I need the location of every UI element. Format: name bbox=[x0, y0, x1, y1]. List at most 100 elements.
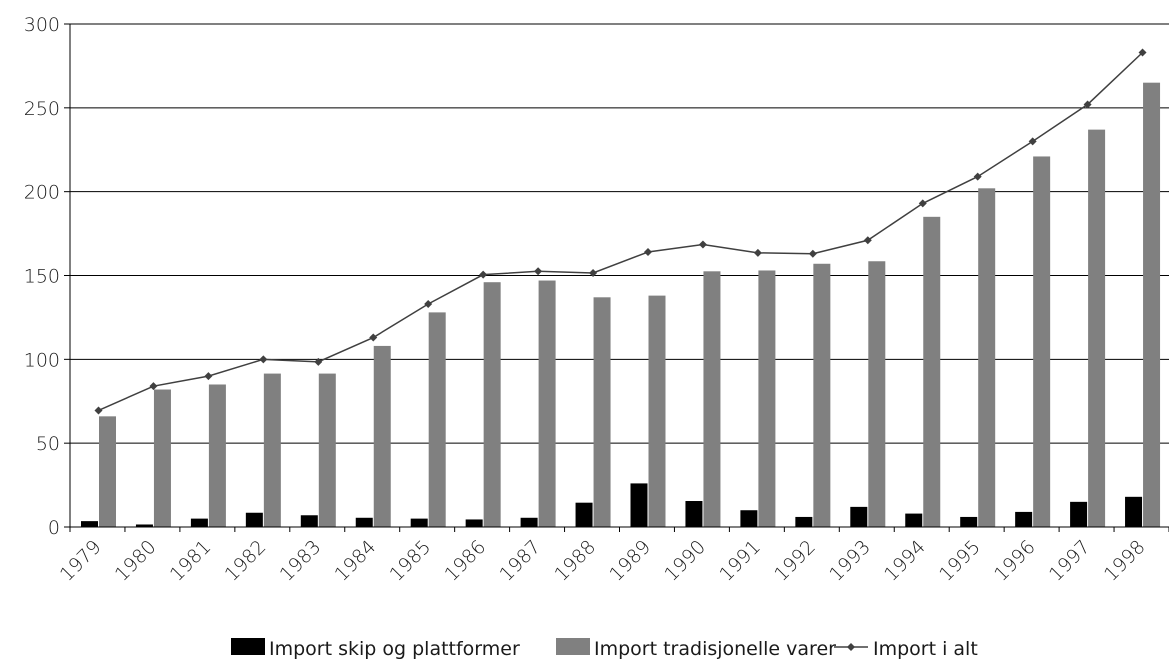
point-total-1979 bbox=[94, 406, 103, 415]
x-tick-label: 1990 bbox=[660, 536, 710, 586]
bar-skip-1982 bbox=[245, 512, 263, 527]
x-tick-label: 1991 bbox=[715, 536, 765, 586]
bar-tradisjonelle-1993 bbox=[868, 261, 886, 527]
legend-label-total: Import i alt bbox=[873, 638, 978, 660]
bar-tradisjonelle-1989 bbox=[648, 295, 666, 527]
x-tick-label: 1985 bbox=[385, 536, 435, 586]
point-total-1989 bbox=[644, 248, 652, 257]
bar-tradisjonelle-1979 bbox=[99, 416, 116, 527]
bar-tradisjonelle-1986 bbox=[483, 282, 501, 527]
x-tick-label: 1998 bbox=[1100, 536, 1150, 586]
x-tick-label: 1996 bbox=[990, 536, 1040, 586]
bar-tradisjonelle-1985 bbox=[428, 312, 446, 527]
x-tick-label: 1993 bbox=[825, 536, 875, 586]
point-total-1986 bbox=[479, 270, 488, 279]
bar-tradisjonelle-1995 bbox=[978, 188, 996, 527]
bar-skip-1983 bbox=[300, 515, 318, 527]
bar-skip-1989 bbox=[630, 483, 648, 527]
line-total bbox=[98, 51, 1144, 412]
point-total-1981 bbox=[204, 372, 213, 381]
bar-skip-1979 bbox=[81, 521, 98, 527]
bar-skip-1997 bbox=[1070, 501, 1088, 527]
gridlines bbox=[70, 23, 1169, 444]
bar-skip-1987 bbox=[520, 517, 538, 527]
bar-skip-1993 bbox=[850, 506, 868, 527]
bar-skip-1992 bbox=[795, 516, 813, 527]
legend-label-skip: Import skip og plattformer bbox=[269, 638, 520, 660]
bar-tradisjonelle-1980 bbox=[153, 389, 171, 527]
bar-skip-1981 bbox=[190, 518, 208, 527]
bar-skip-1988 bbox=[575, 502, 593, 527]
point-total-1983 bbox=[314, 357, 323, 366]
bar-skip-1991 bbox=[740, 510, 758, 527]
y-tick-label: 250 bbox=[24, 98, 60, 120]
y-tick-label: 100 bbox=[24, 349, 60, 371]
bar-tradisjonelle-1994 bbox=[923, 216, 941, 528]
legend: Import skip og plattformer Import tradis… bbox=[231, 638, 978, 660]
bar-skip-1998 bbox=[1125, 496, 1143, 527]
bar-tradisjonelle-1983 bbox=[318, 373, 336, 527]
bar-skip-1996 bbox=[1015, 511, 1033, 527]
point-total-1980 bbox=[149, 382, 158, 391]
point-total-1998 bbox=[1138, 48, 1147, 57]
bar-skip-1990 bbox=[685, 501, 703, 527]
point-total-1995 bbox=[973, 172, 982, 181]
bar-skip-1995 bbox=[960, 516, 978, 527]
legend-label-tradisjonelle: Import tradisjonelle varer bbox=[594, 638, 836, 660]
x-tick-label: 1983 bbox=[276, 536, 326, 586]
bar-tradisjonelle-1991 bbox=[758, 270, 776, 527]
x-tick-label: 1986 bbox=[440, 536, 490, 586]
bar-skip-1985 bbox=[410, 518, 428, 527]
bar-tradisjonelle-1990 bbox=[703, 271, 721, 527]
bar-tradisjonelle-1998 bbox=[1143, 82, 1161, 527]
point-total-1990 bbox=[698, 240, 707, 249]
point-total-1982 bbox=[259, 355, 268, 364]
point-total-1993 bbox=[863, 236, 872, 245]
x-axis-ticks: 1979 1980 1981 1982 1983 1984 1985 1986 1987 1988… bbox=[56, 536, 1150, 586]
x-tick-label: 1984 bbox=[331, 536, 381, 586]
point-total-1988 bbox=[589, 268, 598, 277]
point-total-1984 bbox=[369, 333, 378, 342]
legend-marker-total bbox=[847, 643, 855, 651]
y-tick-label: 150 bbox=[24, 266, 60, 288]
bar-tradisjonelle-1987 bbox=[538, 280, 556, 527]
bar-series bbox=[81, 82, 1161, 528]
y-tick-label: 300 bbox=[24, 14, 60, 36]
x-tick-label: 1980 bbox=[111, 536, 161, 586]
point-total-1991 bbox=[753, 248, 762, 257]
line-series bbox=[94, 48, 1147, 415]
x-tick-label: 1982 bbox=[221, 536, 271, 586]
point-total-1992 bbox=[808, 249, 817, 258]
bar-skip-1980 bbox=[135, 524, 153, 527]
x-tick-label: 1988 bbox=[550, 536, 600, 586]
bar-tradisjonelle-1984 bbox=[373, 345, 391, 527]
bar-tradisjonelle-1996 bbox=[1033, 156, 1051, 527]
x-tick-label: 1987 bbox=[495, 536, 545, 586]
bar-skip-1984 bbox=[355, 517, 373, 527]
x-tick-label: 1992 bbox=[770, 536, 820, 586]
bar-tradisjonelle-1992 bbox=[813, 263, 831, 527]
legend-swatch-tradisjonelle bbox=[556, 638, 590, 655]
x-tick-label: 1994 bbox=[880, 536, 930, 586]
bar-tradisjonelle-1988 bbox=[593, 297, 611, 527]
x-tick-label: 1981 bbox=[166, 536, 216, 586]
x-tick-label: 1979 bbox=[56, 536, 106, 586]
y-tick-label: 0 bbox=[48, 517, 60, 539]
bar-tradisjonelle-1997 bbox=[1088, 129, 1106, 527]
x-tick-label: 1989 bbox=[605, 536, 655, 586]
point-total-1997 bbox=[1083, 100, 1092, 109]
bar-skip-1986 bbox=[465, 519, 483, 527]
point-total-1987 bbox=[534, 267, 543, 276]
axes bbox=[69, 24, 1169, 532]
point-total-1994 bbox=[918, 199, 927, 208]
y-axis-ticks: 0 50 100 150 200 250 300 bbox=[24, 14, 70, 539]
x-tick-label: 1995 bbox=[935, 536, 985, 586]
x-tick-label: 1997 bbox=[1045, 536, 1095, 586]
y-tick-label: 200 bbox=[24, 182, 60, 204]
point-total-1985 bbox=[424, 300, 433, 309]
y-tick-label: 50 bbox=[36, 433, 60, 455]
bar-tradisjonelle-1982 bbox=[263, 373, 281, 527]
bar-tradisjonelle-1981 bbox=[208, 384, 226, 527]
